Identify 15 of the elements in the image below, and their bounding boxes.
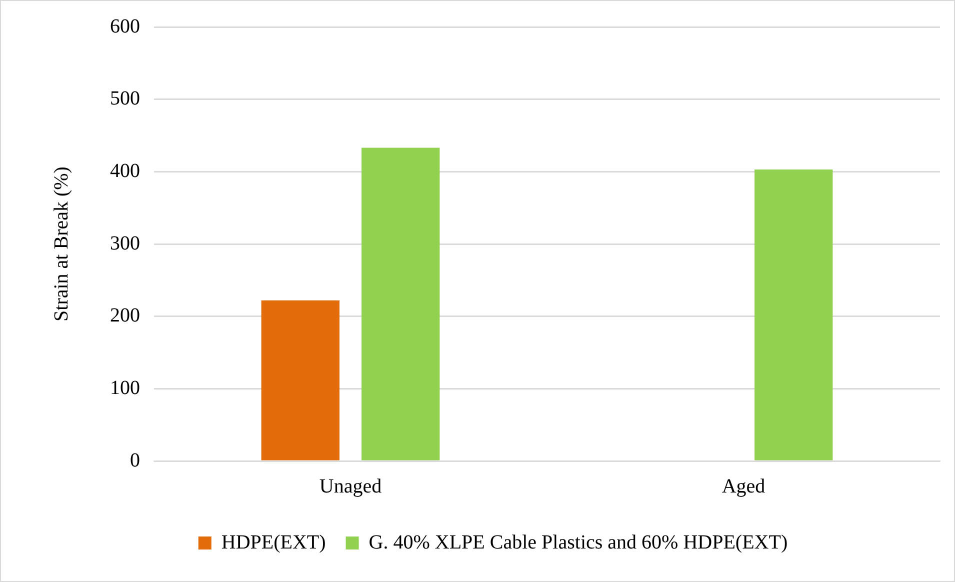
y-tick-label: 500 [110, 88, 140, 110]
y-tick-label: 300 [110, 232, 140, 254]
y-tick-label: 200 [110, 304, 140, 327]
bar [261, 300, 340, 460]
bar [754, 169, 833, 460]
x-tick-label: Unaged [319, 475, 382, 498]
x-tick-label: Aged [722, 475, 766, 498]
legend-label: HDPE(EXT) [221, 531, 326, 554]
legend-label: G. 40% XLPE Cable Plastics and 60% HDPE(EXT) [368, 531, 788, 554]
y-axis-title: Strain at Break (%) [50, 166, 72, 322]
y-tick-label: 600 [110, 15, 140, 38]
bar [362, 148, 440, 460]
y-tick-label: 400 [110, 160, 140, 182]
y-tick-label: 100 [110, 376, 140, 399]
y-tick-label: 0 [130, 449, 140, 472]
